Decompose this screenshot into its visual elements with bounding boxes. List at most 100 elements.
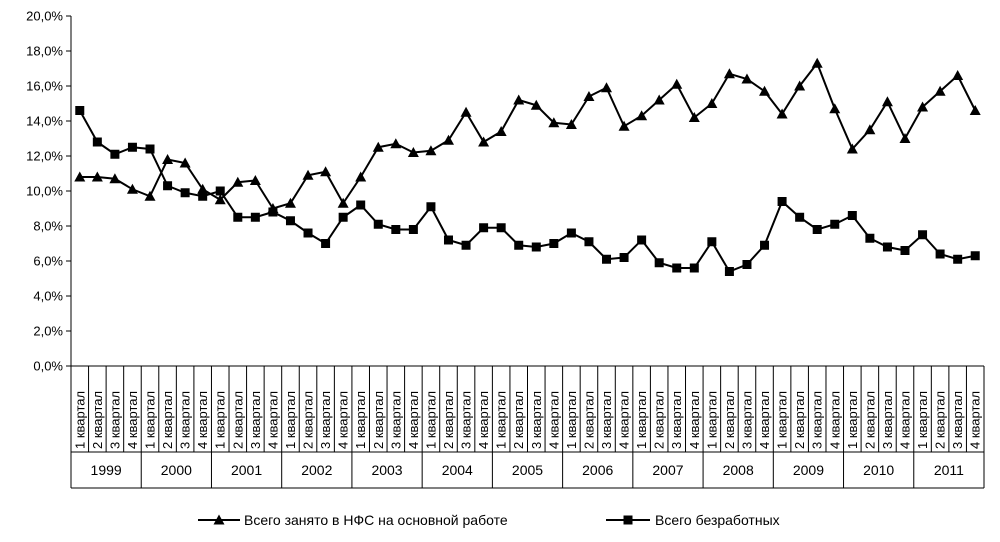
data-point — [601, 82, 613, 93]
data-point — [637, 235, 647, 245]
data-point — [724, 267, 734, 276]
y-axis: 0,0% 2,0% 4,0% 6,0% 8,0% 10,0% 12,0% 14,0% 16,0%… — [26, 9, 72, 374]
data-point — [795, 212, 805, 222]
x-tick-label: 1 квартал — [143, 391, 158, 449]
data-point — [917, 101, 929, 112]
data-point — [776, 108, 788, 119]
x-tick-label: 2 квартал — [371, 391, 386, 449]
x-tick-label: 1 квартал — [915, 391, 930, 449]
data-point — [373, 219, 383, 229]
data-point — [407, 147, 419, 157]
year-label: 1999 — [91, 462, 122, 478]
data-point — [619, 253, 629, 262]
data-point — [284, 197, 296, 208]
y-tick-label: 6,0% — [33, 254, 63, 269]
data-point — [654, 258, 664, 268]
data-point — [75, 106, 85, 115]
data-point — [145, 144, 155, 154]
x-tick-label: 3 квартал — [599, 391, 614, 449]
x-tick-label: 1 квартал — [494, 391, 509, 449]
data-point — [197, 183, 209, 194]
x-tick-label: 2 квартал — [862, 391, 877, 449]
data-point — [969, 105, 981, 115]
data-point — [741, 73, 753, 84]
data-point — [602, 254, 612, 264]
data-point — [549, 239, 559, 248]
data-point — [495, 126, 507, 136]
data-point — [478, 136, 490, 147]
data-point — [233, 212, 243, 222]
data-point — [759, 85, 771, 96]
x-tick-label: 4 квартал — [687, 391, 702, 449]
x-tick-label: 1 квартал — [353, 391, 368, 449]
x-tick-label: 3 квартал — [669, 391, 684, 449]
series-square — [75, 106, 980, 276]
data-point — [882, 242, 892, 252]
data-point — [250, 212, 260, 222]
data-point — [425, 145, 437, 156]
data-point — [864, 124, 876, 135]
data-point — [338, 212, 348, 222]
x-axis: 1 квартал 2 квартал 3 квартал 4 квартал 1 кв… — [70, 365, 985, 489]
year-label: 2002 — [301, 462, 332, 478]
x-tick-label: 3 квартал — [810, 391, 825, 449]
data-point — [162, 154, 174, 164]
series-triangle — [74, 57, 981, 213]
x-tick-label: 2 квартал — [301, 391, 316, 449]
data-point — [811, 57, 823, 68]
x-tick-label: 1 квартал — [423, 391, 438, 449]
x-tick-label: 3 квартал — [950, 391, 965, 449]
data-point — [232, 176, 244, 187]
data-point — [934, 85, 946, 96]
x-tick-label: 2 квартал — [90, 391, 105, 449]
data-point — [829, 103, 841, 114]
year-label: 2007 — [652, 462, 683, 478]
year-label: 2009 — [793, 462, 824, 478]
x-tick-label: 4 квартал — [195, 391, 210, 449]
x-tick-label: 3 квартал — [248, 391, 263, 449]
data-point — [672, 263, 682, 273]
data-point — [970, 251, 980, 261]
data-point — [391, 225, 401, 234]
y-tick-label: 12,0% — [26, 149, 63, 164]
x-tick-label: 4 квартал — [336, 391, 351, 449]
data-point — [881, 96, 893, 107]
x-tick-label: 2 квартал — [933, 391, 948, 449]
data-point — [215, 186, 225, 196]
year-label: 2010 — [863, 462, 894, 478]
x-tick-label: 3 квартал — [388, 391, 403, 449]
y-tick-label: 4,0% — [33, 289, 63, 304]
x-tick-label: 3 квартал — [107, 391, 122, 449]
x-tick-label: 4 квартал — [617, 391, 632, 449]
data-point — [479, 223, 489, 233]
year-label: 2006 — [582, 462, 613, 478]
data-point — [355, 171, 367, 182]
series-layer — [74, 57, 981, 276]
data-point — [548, 117, 560, 128]
data-point — [408, 225, 418, 234]
data-point — [180, 188, 190, 198]
data-point — [513, 94, 525, 105]
data-point — [320, 166, 332, 177]
y-tick-label: 20,0% — [26, 9, 63, 24]
data-point — [109, 173, 121, 184]
legend: Всего занято в НФС на основной работе Все… — [198, 512, 780, 528]
x-tick-label: 3 квартал — [880, 391, 895, 449]
data-point — [443, 235, 453, 245]
x-tick-label: 4 квартал — [125, 391, 140, 449]
x-tick-label: 2 квартал — [792, 391, 807, 449]
data-point — [918, 230, 928, 240]
series-line — [79, 61, 977, 210]
legend-item: Всего безработных — [606, 512, 780, 528]
data-point — [268, 207, 278, 217]
data-point — [794, 80, 806, 91]
data-point — [566, 228, 576, 238]
data-point — [935, 249, 945, 259]
data-point — [777, 197, 787, 206]
series-line — [78, 110, 976, 273]
x-tick-label: 3 квартал — [739, 391, 754, 449]
data-point — [742, 260, 752, 269]
data-point — [846, 143, 858, 154]
data-point — [865, 233, 875, 243]
